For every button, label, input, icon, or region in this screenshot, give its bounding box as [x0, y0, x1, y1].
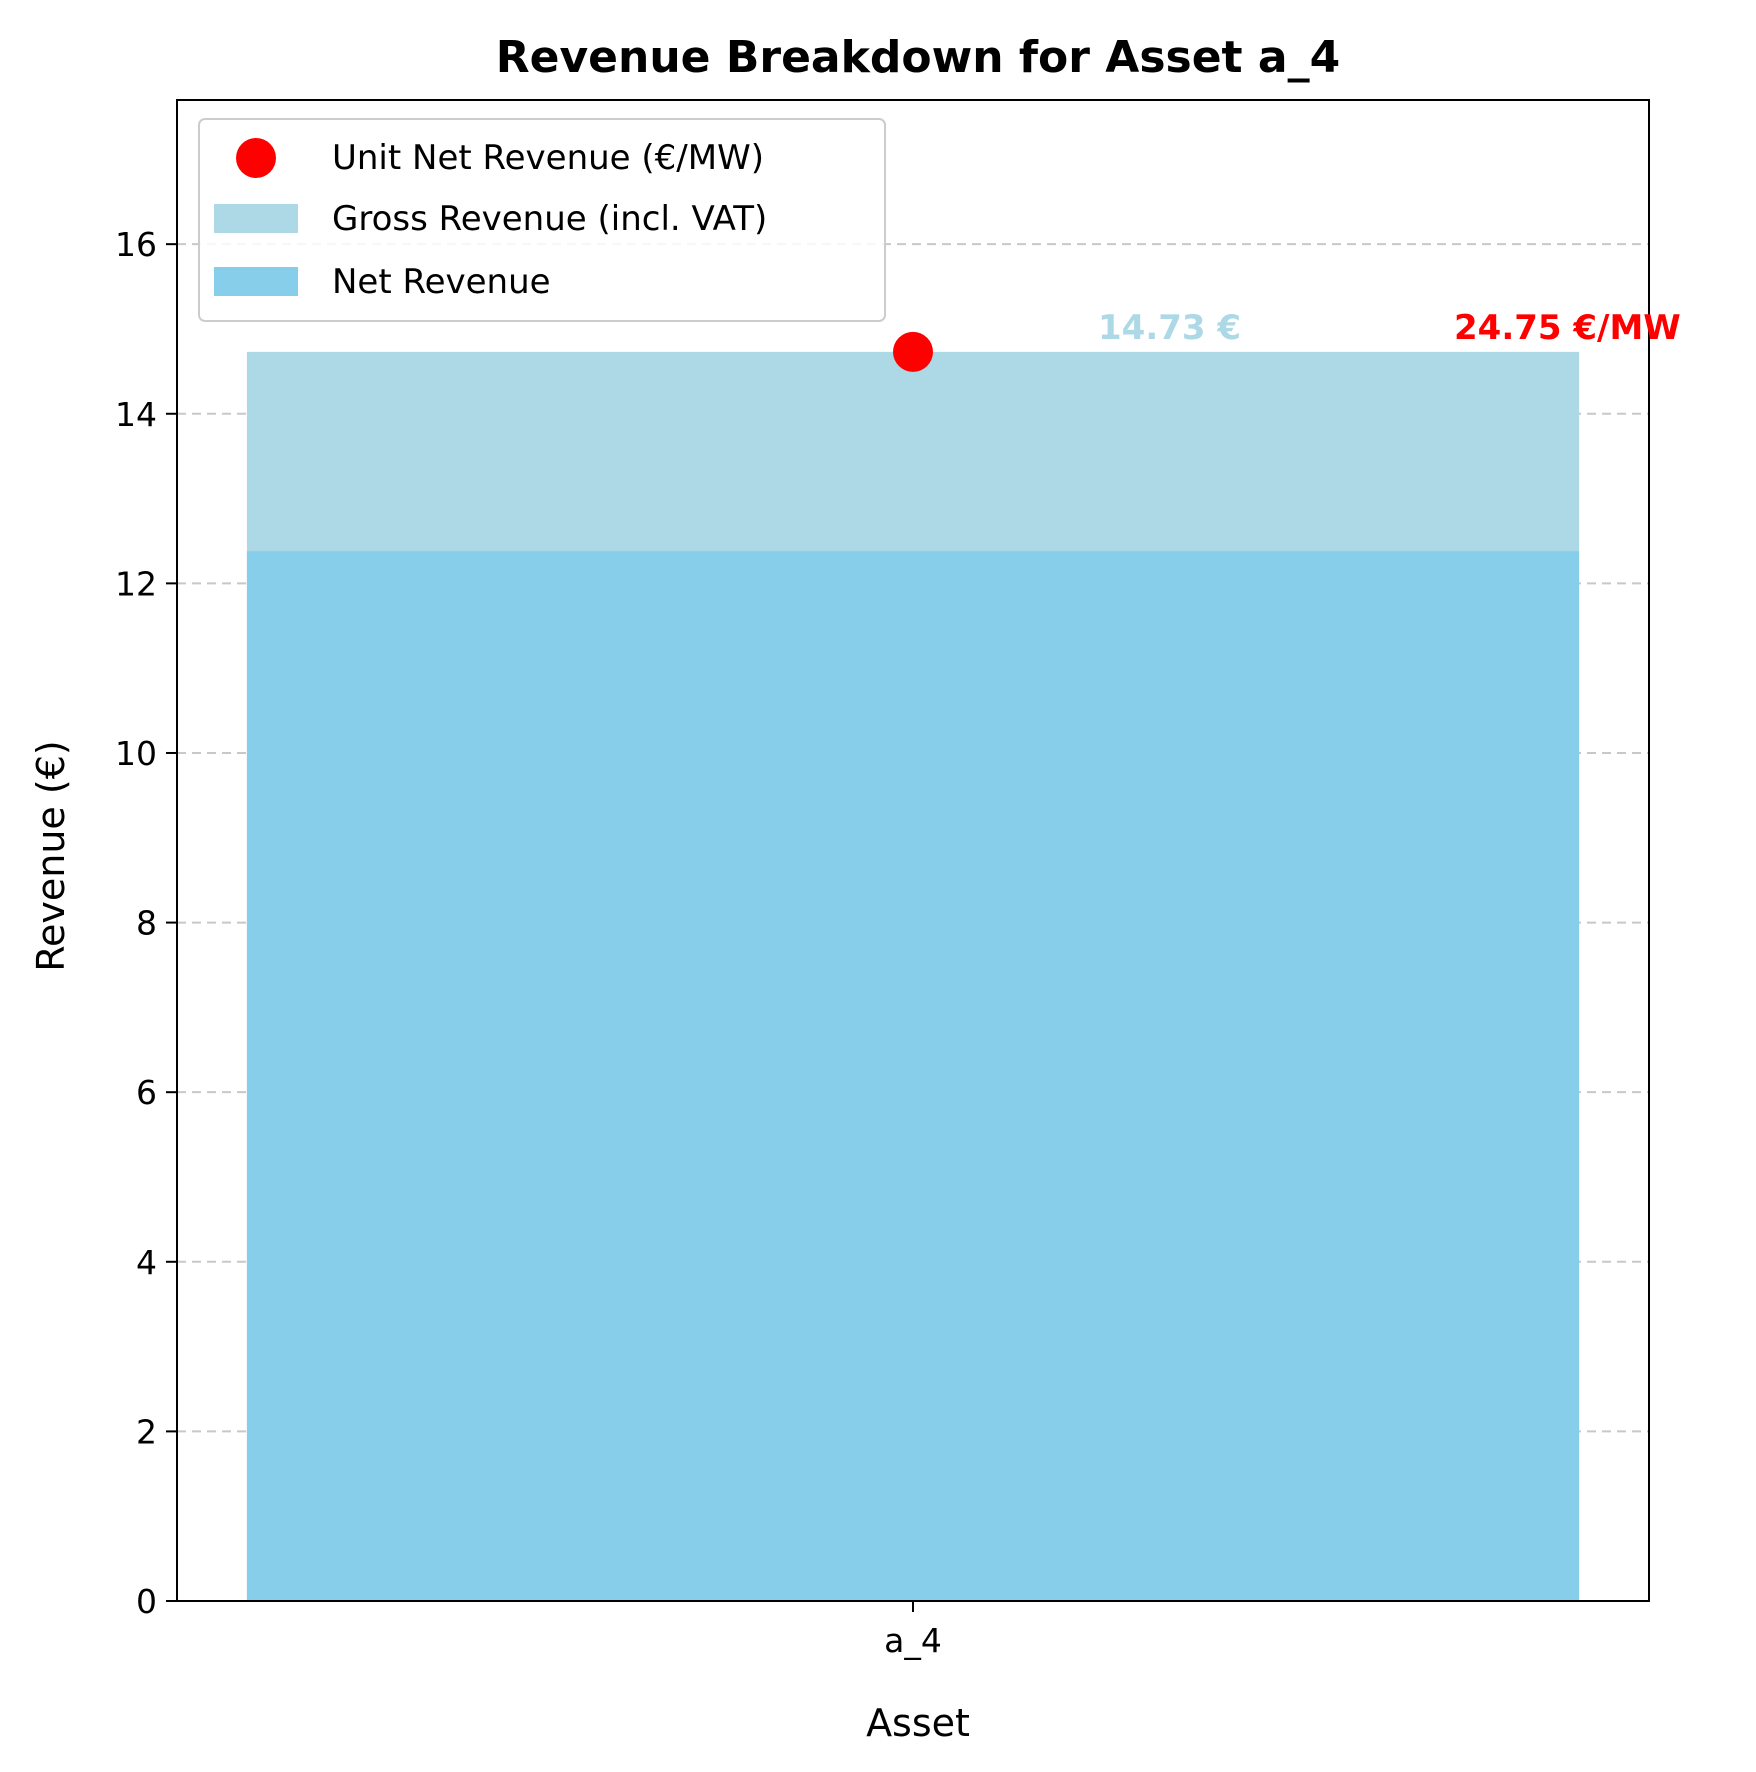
legend-swatch-net — [214, 267, 298, 296]
y-tick-label: 4 — [136, 1243, 157, 1282]
legend-label-gross: Gross Revenue (incl. VAT) — [332, 199, 767, 239]
bar-net-revenue — [246, 551, 1580, 1602]
y-ticks: 0 2 4 6 8 10 12 14 16 — [115, 225, 177, 1621]
x-ticks: a_4 — [884, 1601, 942, 1660]
y-tick-label: 14 — [115, 395, 157, 434]
y-tick-label: 6 — [136, 1073, 157, 1112]
y-tick-label: 0 — [136, 1582, 157, 1621]
y-tick-label: 10 — [115, 734, 157, 773]
legend-label-unit-net: Unit Net Revenue (€/MW) — [332, 138, 764, 178]
x-tick-label: a_4 — [884, 1621, 942, 1660]
annotation-gross-total: 14.73 € — [1098, 308, 1241, 348]
legend-swatch-gross — [214, 204, 298, 233]
point-unit-net-revenue — [893, 331, 933, 372]
y-tick-label: 16 — [115, 225, 157, 264]
y-tick-label: 12 — [115, 564, 157, 603]
x-axis-label: Asset — [866, 1701, 970, 1745]
annotation-unit-net: 24.75 €/MW — [1454, 308, 1681, 348]
legend-label-net: Net Revenue — [332, 262, 551, 302]
points — [893, 331, 933, 372]
legend-marker-unit-net — [236, 138, 276, 178]
chart-title: Revenue Breakdown for Asset a_4 — [496, 32, 1340, 83]
bars — [246, 351, 1580, 1602]
y-axis-label: Revenue (€) — [29, 740, 73, 971]
legend: Unit Net Revenue (€/MW) Gross Revenue (i… — [198, 118, 886, 322]
y-tick-label: 2 — [136, 1412, 157, 1451]
legend-frame — [198, 118, 886, 322]
y-tick-label: 8 — [136, 904, 157, 943]
